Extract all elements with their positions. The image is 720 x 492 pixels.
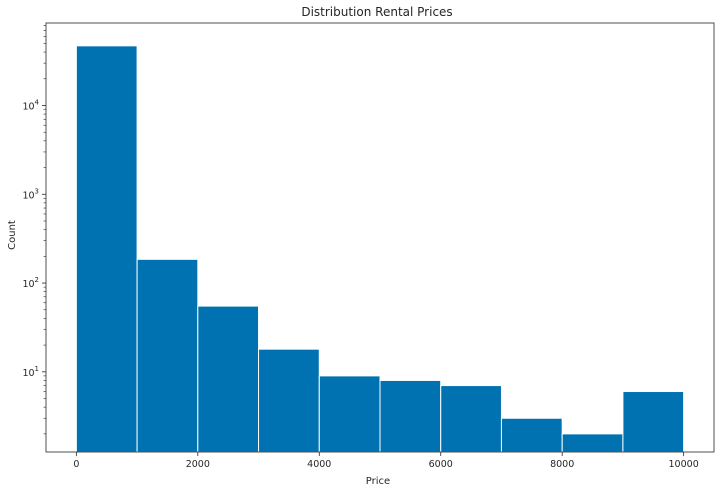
x-tick-label: 2000 xyxy=(186,459,210,470)
plot-frame xyxy=(45,22,715,453)
y-tick-label: 103 xyxy=(22,187,39,201)
histogram-bar xyxy=(379,379,442,453)
chart-title: Distribution Rental Prices xyxy=(301,5,452,19)
x-tick-label: 0 xyxy=(73,459,79,470)
y-axis-ticks: 101 102 103 104 xyxy=(22,25,46,435)
y-tick-label: 104 xyxy=(22,99,39,113)
histogram-bar xyxy=(136,258,199,453)
x-tick-label: 4000 xyxy=(307,459,331,470)
x-axis-label: Price xyxy=(366,476,390,487)
histogram-bar xyxy=(75,45,138,453)
histogram-bar xyxy=(622,391,685,453)
x-tick-label: 6000 xyxy=(429,459,453,470)
x-tick-label: 8000 xyxy=(550,459,574,470)
bars-group xyxy=(75,45,685,453)
x-axis-ticks: 0 2000 4000 6000 8000 10000 xyxy=(73,452,699,470)
histogram-bar xyxy=(440,385,502,453)
histogram-bar xyxy=(561,433,624,453)
y-tick-label: 102 xyxy=(22,276,39,290)
histogram-bar xyxy=(197,305,260,453)
histogram-bar xyxy=(318,375,381,453)
x-tick-label: 10000 xyxy=(669,459,699,470)
y-axis-label: Count xyxy=(7,220,18,250)
y-tick-label: 101 xyxy=(22,365,39,379)
histogram-bar xyxy=(500,417,563,453)
histogram-bar xyxy=(258,348,320,453)
